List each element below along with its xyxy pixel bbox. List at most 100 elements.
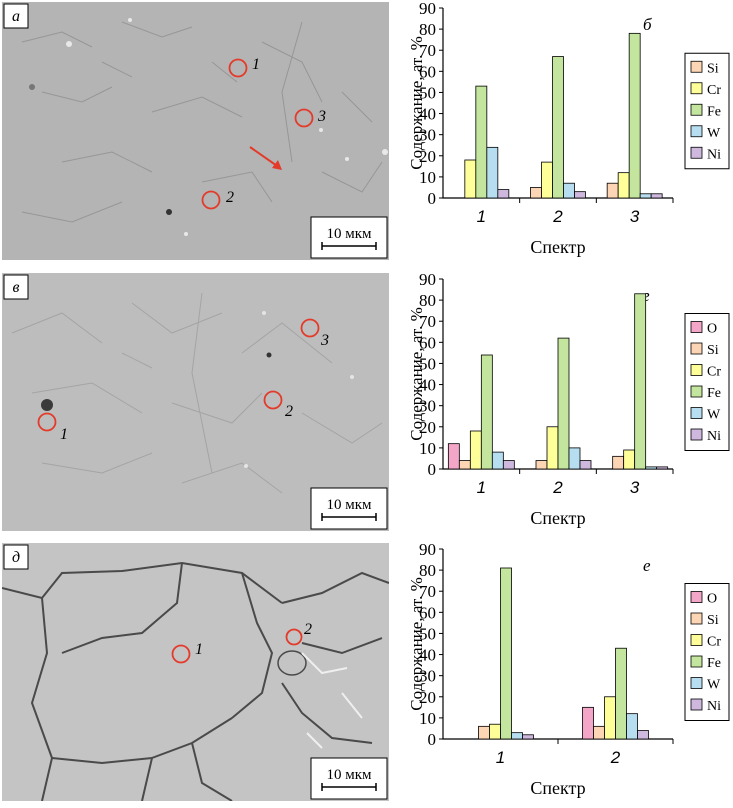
legend-label: Fe xyxy=(707,386,721,401)
bar xyxy=(568,447,581,470)
legend-swatch xyxy=(690,60,703,73)
legend-swatch xyxy=(690,321,703,333)
spectrum-marker-label-2: 2 xyxy=(304,621,312,638)
x-axis-label: Спектр xyxy=(530,778,585,798)
y-axis-label: Содержание, ат. % xyxy=(407,307,426,441)
scale-bar-box xyxy=(310,757,388,800)
bar xyxy=(475,85,488,199)
legend-label: W xyxy=(707,126,721,141)
legend-swatch xyxy=(690,698,703,711)
legend-swatch xyxy=(690,655,703,668)
x-tick-label: 2 xyxy=(552,207,563,226)
bar xyxy=(617,172,630,199)
bar xyxy=(552,56,564,199)
y-tick-label: 80 xyxy=(419,20,436,39)
y-tick-label: 10 xyxy=(419,709,436,728)
spectrum-marker-circle-2 xyxy=(285,628,303,646)
dark-pore xyxy=(41,399,53,411)
bar xyxy=(458,460,471,470)
y-axis-label: Содержание, ат. % xyxy=(407,577,426,711)
chart-panel-label: е xyxy=(643,556,651,575)
x-tick-label: 3 xyxy=(630,207,640,226)
bar xyxy=(491,451,504,470)
micrograph-a: 1 2 3 а 10 мкм xyxy=(2,2,389,260)
dark-pore xyxy=(266,352,272,358)
spectrum-marker-label-1: 1 xyxy=(252,56,260,73)
y-tick-label: 0 xyxy=(428,460,437,479)
x-tick-label: 1 xyxy=(477,478,486,497)
legend-swatch xyxy=(690,677,703,689)
y-tick-label: 70 xyxy=(419,582,436,601)
scale-bar-line xyxy=(321,783,377,791)
bar xyxy=(469,430,482,470)
bar xyxy=(650,193,663,199)
panel-label: д xyxy=(12,549,20,566)
bar xyxy=(557,337,570,470)
spectrum-marker-label-2: 2 xyxy=(285,403,293,420)
y-tick-label: 70 xyxy=(419,312,436,331)
legend-swatch xyxy=(690,146,703,159)
microstructure-texture xyxy=(21,21,383,223)
micrograph-v: 1 2 3 в 10 мкм xyxy=(2,273,389,531)
legend-swatch xyxy=(690,612,703,625)
legend-swatch xyxy=(690,591,703,603)
grain-boundaries xyxy=(2,561,389,801)
spectrum-marker-label-3: 3 xyxy=(320,332,329,349)
legend-swatch xyxy=(690,428,703,441)
bar xyxy=(656,466,669,470)
bar xyxy=(489,723,501,740)
bar xyxy=(541,161,553,199)
micrograph-d: 1 2 д 10 мкм xyxy=(2,543,389,801)
chart-axes xyxy=(442,549,673,740)
panel-label-box xyxy=(3,274,29,300)
x-tick-label: 1 xyxy=(477,207,486,226)
y-tick-label: 40 xyxy=(419,105,436,124)
panel-label: а xyxy=(12,8,20,25)
legend-label: W xyxy=(707,408,721,423)
bar xyxy=(604,696,616,740)
y-tick-label: 40 xyxy=(419,646,436,665)
y-tick-label: 50 xyxy=(419,354,436,373)
red-arrow-head xyxy=(272,160,282,170)
legend-label: Ni xyxy=(707,699,721,714)
grain-boundaries xyxy=(277,650,307,676)
scale-bar-box xyxy=(310,216,388,259)
legend-label: Si xyxy=(707,61,719,76)
legend-label: Si xyxy=(707,613,719,628)
spectrum-marker-circle-1 xyxy=(228,58,248,78)
panel-label-box xyxy=(3,544,29,570)
bar xyxy=(626,713,638,740)
spectrum-marker-circle-3 xyxy=(294,108,314,128)
bar xyxy=(634,293,647,470)
legend-label: Cr xyxy=(707,83,721,98)
bar xyxy=(486,146,499,199)
legend-swatch xyxy=(690,82,703,95)
y-tick-label: 0 xyxy=(428,730,437,749)
legend-swatch xyxy=(690,634,703,646)
scale-bar-label: 10 мкм xyxy=(326,226,372,242)
panel-label-box xyxy=(3,3,29,29)
spectrum-marker-label-1: 1 xyxy=(60,426,68,443)
y-tick-label: 60 xyxy=(419,603,436,622)
chart-svg: 0 10 20 30 40 50 60 70 80 90 Содержание, ат. % Спек… xyxy=(407,0,730,257)
bar xyxy=(535,460,548,470)
bar xyxy=(582,706,594,740)
y-tick-label: 20 xyxy=(419,147,436,166)
x-tick-label: 1 xyxy=(496,748,505,767)
x-axis-label: Спектр xyxy=(530,508,585,528)
bar xyxy=(502,460,515,470)
dark-pore xyxy=(29,84,35,90)
legend-label: Fe xyxy=(707,656,721,671)
legend-label: O xyxy=(707,592,717,607)
y-tick-label: 90 xyxy=(419,540,436,559)
legend-label: Ni xyxy=(707,147,721,162)
bar xyxy=(574,191,586,199)
spectrum-marker-circle-3 xyxy=(300,318,320,338)
chart-b: 0 10 20 30 40 50 60 70 80 90 Содержание, ат. % Спек… xyxy=(395,0,733,267)
chart-e: 0 10 20 30 40 50 60 70 80 90 Содержание, ат. % Спек… xyxy=(395,540,733,808)
y-tick-label: 50 xyxy=(419,624,436,643)
bar xyxy=(530,187,542,199)
bar xyxy=(623,449,636,470)
dark-pore xyxy=(166,209,172,215)
legend-swatch xyxy=(690,407,703,419)
